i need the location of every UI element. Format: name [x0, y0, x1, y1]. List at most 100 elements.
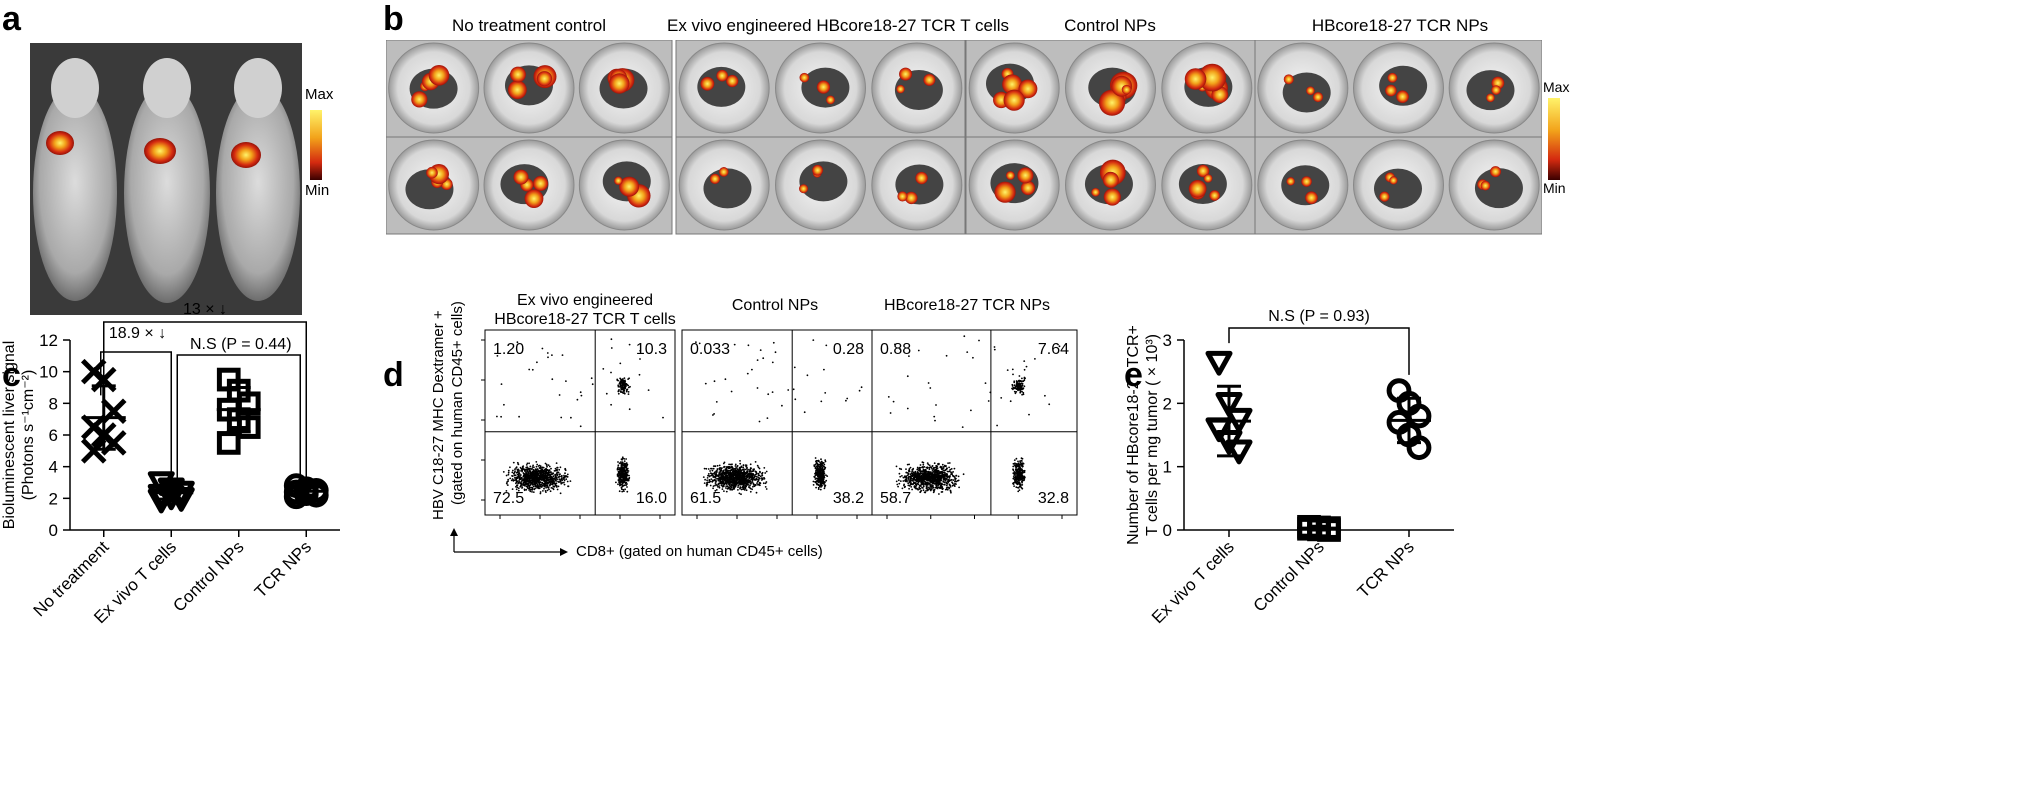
event-dot: [792, 388, 795, 391]
event-dot: [941, 488, 944, 491]
event-dot: [734, 480, 737, 483]
event-dot: [1015, 388, 1018, 390]
event-dot: [507, 473, 510, 476]
x-tick-label: TCR NPs: [251, 537, 315, 601]
event-dot: [576, 398, 579, 401]
event-dot: [610, 347, 613, 349]
event-dot: [536, 361, 538, 364]
event-dot: [919, 470, 922, 472]
event-dot: [620, 391, 623, 393]
event-dot: [515, 478, 518, 481]
event-dot: [908, 481, 911, 484]
event-dot: [529, 481, 532, 484]
event-dot: [538, 467, 541, 469]
event-dot: [759, 349, 762, 351]
event-dot: [787, 389, 790, 391]
event-dot: [507, 471, 510, 474]
event-dot: [552, 488, 555, 491]
event-dot: [740, 480, 743, 483]
bracket-13x: [103, 321, 307, 480]
event-dot: [555, 462, 558, 464]
event-dot: [518, 476, 521, 479]
events: [887, 335, 1061, 495]
event-dot: [923, 466, 926, 468]
event-dot: [533, 466, 535, 469]
event-dot: [548, 476, 551, 478]
event-dot: [793, 366, 796, 369]
signal-spot: [507, 80, 527, 100]
event-dot: [511, 471, 514, 474]
event-dot: [909, 466, 912, 469]
signal-spot: [1491, 85, 1501, 95]
event-dot: [897, 479, 900, 482]
event-dot: [948, 476, 951, 479]
event-dot: [539, 491, 542, 493]
event-dot: [756, 359, 759, 361]
event-dot: [523, 489, 526, 492]
tissue: [1474, 168, 1523, 209]
event-dot: [717, 474, 720, 477]
event-dot: [536, 476, 539, 479]
event-dot: [1012, 373, 1014, 376]
event-dot: [1013, 474, 1016, 476]
signal-spot: [1098, 89, 1126, 116]
event-dot: [539, 485, 542, 488]
event-dot: [621, 464, 623, 467]
event-dot: [547, 464, 550, 466]
event-dot: [538, 464, 541, 467]
event-dot: [957, 475, 960, 478]
event-dot: [526, 475, 529, 478]
event-dot: [531, 489, 534, 491]
event-dot: [639, 349, 642, 352]
event-dot: [734, 463, 737, 466]
event-dot: [913, 477, 915, 480]
event-dot: [704, 478, 706, 481]
event-dot: [936, 479, 938, 482]
event-dot: [904, 478, 907, 481]
event-dot: [548, 465, 551, 468]
event-dot: [711, 481, 714, 483]
signal-spot: [1196, 164, 1210, 178]
event-dot: [538, 477, 540, 479]
event-dot: [816, 469, 819, 471]
event-dot: [622, 484, 625, 487]
event-dot: [720, 473, 723, 475]
event-dot: [934, 486, 937, 489]
event-dot: [559, 473, 561, 476]
event-dot: [722, 470, 725, 473]
event-dot: [528, 485, 531, 488]
event-dot: [708, 481, 711, 484]
event-dot: [621, 456, 624, 459]
event-dot: [745, 477, 748, 480]
event-dot: [902, 476, 905, 479]
event-dot: [919, 480, 922, 482]
event-dot: [529, 490, 532, 493]
event-dot: [723, 465, 726, 468]
event-dot: [824, 460, 827, 463]
event-dot: [517, 468, 520, 471]
colorbar-b-max: Max: [1543, 79, 1570, 95]
event-dot: [748, 477, 750, 480]
event-dot: [1023, 471, 1026, 474]
event-dot: [621, 488, 623, 491]
event-dot: [764, 482, 767, 485]
event-dot: [722, 472, 725, 475]
event-dot: [984, 382, 987, 384]
event-dot: [718, 464, 721, 467]
event-dot: [908, 478, 910, 481]
event-dot: [905, 468, 907, 470]
event-dot: [919, 464, 922, 466]
event-dot: [925, 483, 927, 486]
event-dot: [1025, 365, 1028, 368]
signal-spot: [1017, 167, 1034, 184]
event-dot: [740, 478, 743, 481]
event-dot: [724, 476, 726, 479]
quadrant-value-ll: 58.7: [880, 490, 911, 507]
event-dot: [516, 471, 519, 474]
event-dot: [711, 472, 713, 475]
event-dot: [759, 475, 762, 478]
event-dot: [931, 478, 934, 481]
signal-spot: [1379, 191, 1390, 202]
event-dot: [535, 474, 538, 477]
event-dot: [938, 462, 940, 465]
